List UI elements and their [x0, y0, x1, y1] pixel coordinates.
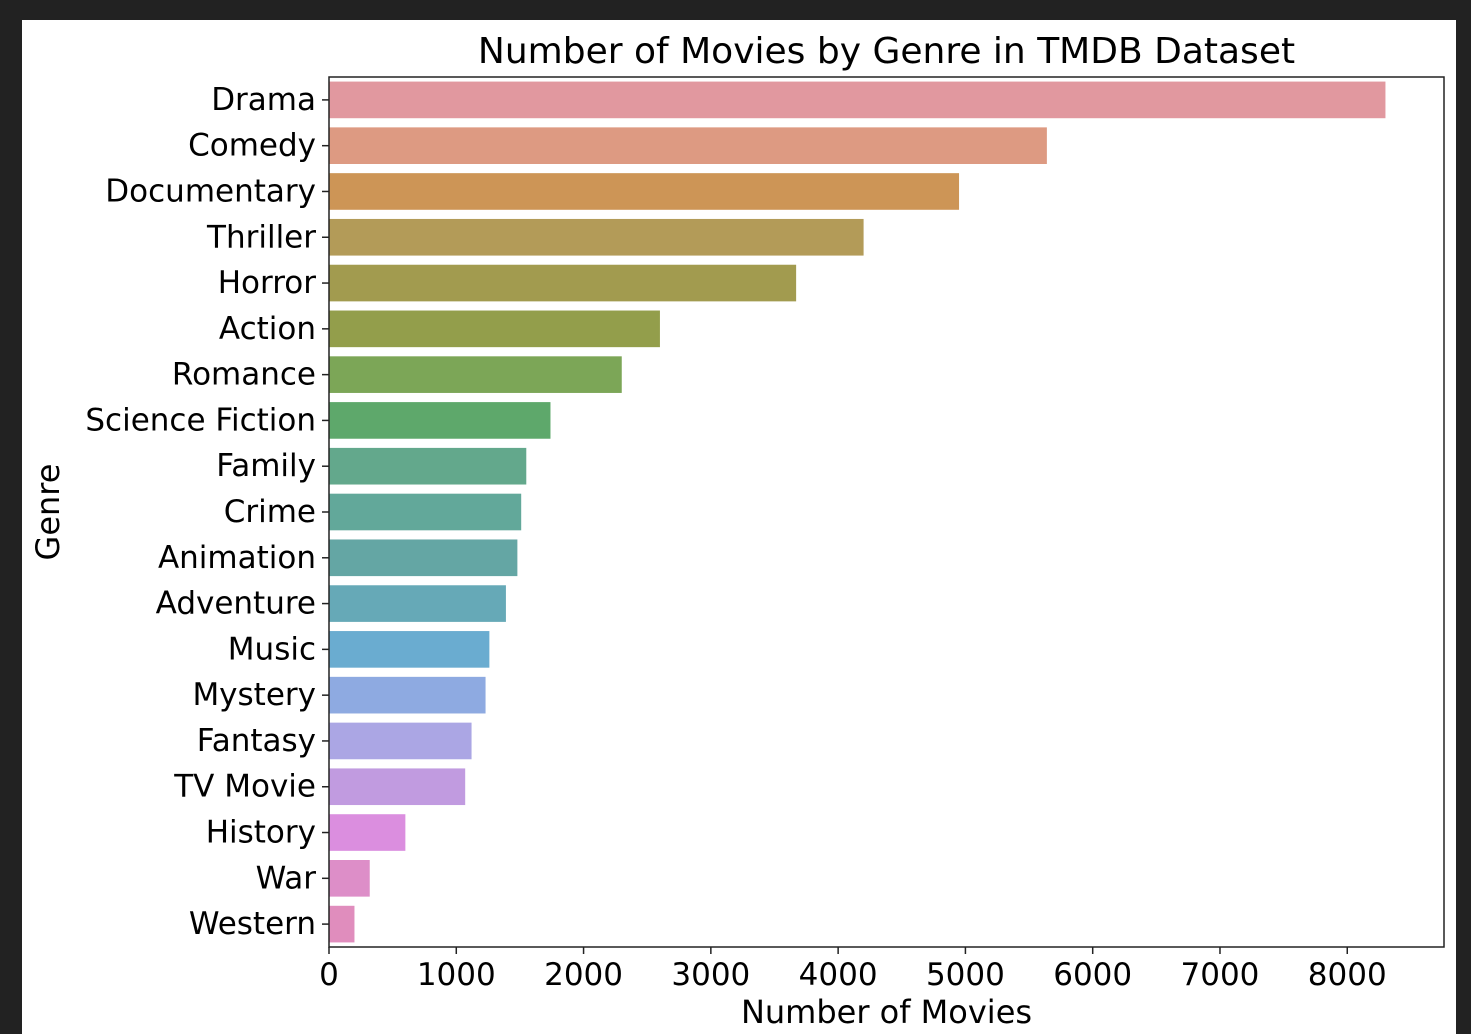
y-tick-label-western: Western	[189, 906, 316, 942]
bar-science-fiction	[329, 402, 551, 439]
x-tick-label-6000: 6000	[1053, 957, 1132, 993]
bar-comedy	[329, 127, 1047, 164]
x-tick-label-1000: 1000	[417, 957, 496, 993]
bar-family	[329, 447, 527, 485]
y-tick-label-comedy: Comedy	[188, 128, 316, 164]
x-tick-label-3000: 3000	[671, 957, 750, 993]
bar-adventure	[329, 585, 506, 622]
x-tick-label-0: 0	[319, 957, 339, 993]
bar-drama	[329, 81, 1386, 119]
bar-romance	[329, 356, 622, 393]
bar-music	[329, 631, 490, 668]
x-tick-label-8000: 8000	[1308, 957, 1387, 993]
bar-chart: Number of Movies by Genre in TMDB Datase…	[29, 31, 1445, 1031]
y-tick-label-fantasy: Fantasy	[197, 723, 316, 759]
x-tick-label-4000: 4000	[799, 957, 878, 993]
x-tick-label-7000: 7000	[1181, 957, 1260, 993]
bar-documentary	[329, 173, 960, 210]
plot-frame	[328, 76, 1445, 948]
y-tick-label-adventure: Adventure	[156, 586, 316, 622]
bar-tv-movie	[329, 768, 466, 806]
x-axis: 0 1000 2000 3000 4000 5000 6000 7000 8000	[319, 947, 1387, 993]
chart-canvas: Number of Movies by Genre in TMDB Datase…	[22, 20, 1456, 1034]
y-tick-label-crime: Crime	[224, 494, 316, 530]
bar-animation	[329, 539, 518, 577]
x-tick-label-5000: 5000	[926, 957, 1005, 993]
chart-title: Number of Movies by Genre in TMDB Datase…	[478, 31, 1295, 72]
bar-horror	[329, 264, 797, 302]
bar-thriller	[329, 218, 864, 256]
bar-war	[329, 860, 370, 897]
y-tick-label-drama: Drama	[211, 82, 316, 118]
y-tick-label-family: Family	[216, 448, 316, 484]
x-axis-title: Number of Movies	[741, 993, 1032, 1031]
y-tick-label-war: War	[256, 860, 317, 896]
bar-history	[329, 814, 406, 851]
y-tick-label-thriller: Thriller	[206, 219, 316, 255]
y-tick-label-action: Action	[219, 311, 316, 347]
y-tick-label-documentary: Documentary	[105, 173, 316, 209]
bar-fantasy	[329, 722, 472, 760]
y-tick-label-romance: Romance	[172, 357, 316, 393]
y-tick-label-science-fiction: Science Fiction	[85, 402, 316, 438]
y-tick-label-horror: Horror	[218, 265, 317, 301]
y-tick-label-tv-movie: TV Movie	[173, 769, 316, 805]
y-tick-label-music: Music	[228, 631, 316, 667]
bar-crime	[329, 493, 522, 531]
y-axis-title: Genre	[29, 464, 67, 561]
y-tick-label-mystery: Mystery	[192, 677, 316, 713]
x-tick-label-2000: 2000	[544, 957, 623, 993]
y-axis: Drama Comedy Documentary Thriller Horror Acti…	[85, 82, 329, 942]
bars-group	[329, 81, 1386, 943]
bar-action	[329, 310, 660, 348]
bar-mystery	[329, 676, 486, 714]
y-tick-label-animation: Animation	[158, 540, 316, 576]
y-tick-label-history: History	[206, 815, 316, 851]
bar-western	[329, 905, 355, 943]
